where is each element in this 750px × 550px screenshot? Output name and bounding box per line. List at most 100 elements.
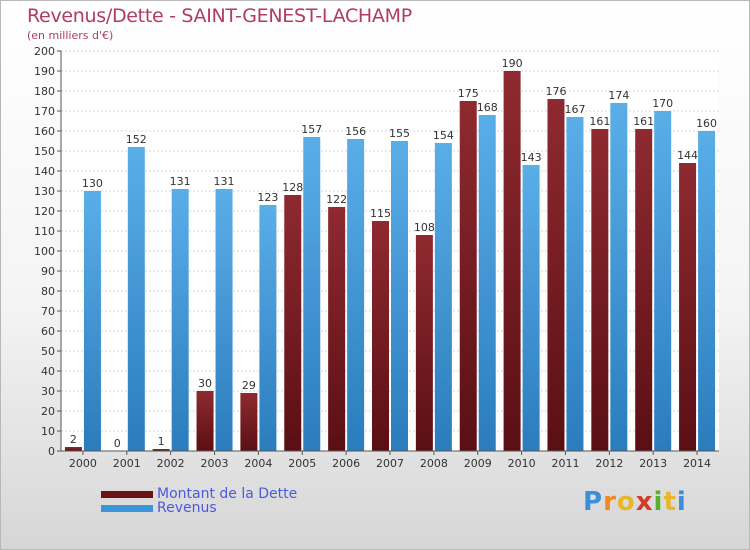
legend-swatch-dette [101,490,153,498]
bar-revenus [522,165,540,451]
bar-dette [635,129,653,451]
x-tick-label: 2007 [376,457,404,470]
legend-swatch-revenus [101,504,153,512]
logo-letter: x [635,487,654,517]
bar-revenus [347,139,365,451]
y-tick-label: 160 [34,125,55,138]
data-label-dette: 175 [458,87,479,100]
bar-revenus [434,143,452,451]
bar-revenus [478,115,496,451]
y-tick-label: 100 [34,245,55,258]
y-tick-label: 70 [41,305,55,318]
data-label-revenus: 170 [652,97,673,110]
legend: Montant de la Dette Revenus [101,487,297,515]
x-tick-label: 2002 [157,457,185,470]
data-label-revenus: 160 [696,117,717,130]
bar-dette [64,447,82,451]
bar-chart: 2 130 0 152 1 131 30 131 29 123 128 157 122 156 115 155… [34,45,719,470]
legend-label-dette: Montant de la Dette [157,486,298,502]
data-label-revenus: 156 [345,125,366,138]
bar-dette [591,129,609,451]
y-tick-label: 110 [34,225,55,238]
x-tick-label: 2003 [201,457,229,470]
data-label-dette: 128 [282,181,303,194]
x-tick-label: 2013 [639,457,667,470]
data-label-revenus: 174 [608,89,629,102]
x-tick-label: 2006 [332,457,360,470]
data-label-dette: 29 [242,379,256,392]
y-tick-label: 0 [48,445,55,458]
proxiti-logo: Proxiti [583,487,687,517]
bar-dette [284,195,302,451]
logo-letter: o [616,487,636,517]
bar-revenus [654,111,672,451]
logo-letter: i [676,487,687,517]
data-label-revenus: 154 [433,129,454,142]
bar-revenus [83,191,101,451]
data-label-dette: 108 [414,221,435,234]
x-tick-label: 2012 [595,457,623,470]
y-tick-label: 200 [34,45,55,58]
y-tick-label: 120 [34,205,55,218]
data-label-revenus: 130 [82,177,103,190]
data-label-dette: 30 [198,377,212,390]
bar-revenus [566,117,584,451]
bar-revenus [215,189,233,451]
data-label-dette: 144 [677,149,698,162]
y-tick-label: 60 [41,325,55,338]
bar-revenus [259,205,277,451]
logo-letter: t [663,487,677,517]
y-tick-label: 140 [34,165,55,178]
chart-title: Revenus/Dette - SAINT-GENEST-LACHAMP [27,5,412,27]
data-label-revenus: 131 [214,175,235,188]
logo-letter: i [653,487,664,517]
bar-revenus [391,141,408,451]
bar-dette [196,391,214,451]
data-label-dette: 122 [326,193,347,206]
bar-revenus [171,189,189,451]
bar-revenus [127,147,145,451]
data-label-dette: 161 [633,115,654,128]
bar-dette [372,221,389,451]
data-label-dette: 176 [545,85,566,98]
data-label-dette: 115 [370,207,391,220]
bar-dette [152,449,170,451]
data-label-revenus: 157 [301,123,322,136]
logo-letter: r [603,487,617,517]
y-tick-label: 150 [34,145,55,158]
y-tick-label: 40 [41,365,55,378]
data-label-revenus: 168 [477,101,498,114]
y-tick-label: 30 [41,385,55,398]
y-tick-label: 170 [34,105,55,118]
chart-subtitle: (en milliers d'€) [27,29,114,42]
logo-letter: P [583,487,604,517]
legend-item-revenus: Revenus [101,501,297,515]
data-label-dette: 1 [158,435,165,448]
bar-dette [240,393,258,451]
y-tick-label: 180 [34,85,55,98]
y-tick-label: 10 [41,425,55,438]
y-tick-label: 50 [41,345,55,358]
legend-label-revenus: Revenus [157,500,217,516]
x-tick-label: 2005 [288,457,316,470]
x-tick-label: 2008 [420,457,448,470]
bar-dette [503,71,521,451]
bar-revenus [610,103,628,451]
y-tick-label: 20 [41,405,55,418]
data-label-dette: 161 [589,115,610,128]
y-tick-label: 80 [41,285,55,298]
bar-dette [328,207,346,451]
x-tick-label: 2011 [551,457,579,470]
x-tick-label: 2001 [113,457,141,470]
data-label-revenus: 152 [126,133,147,146]
bar-revenus [698,131,716,451]
data-label-revenus: 123 [257,191,278,204]
data-label-revenus: 155 [389,127,410,140]
y-tick-label: 90 [41,265,55,278]
x-tick-label: 2014 [683,457,711,470]
data-label-dette: 2 [70,433,77,446]
bar-dette [547,99,565,451]
x-tick-label: 2000 [69,457,97,470]
y-tick-label: 190 [34,65,55,78]
